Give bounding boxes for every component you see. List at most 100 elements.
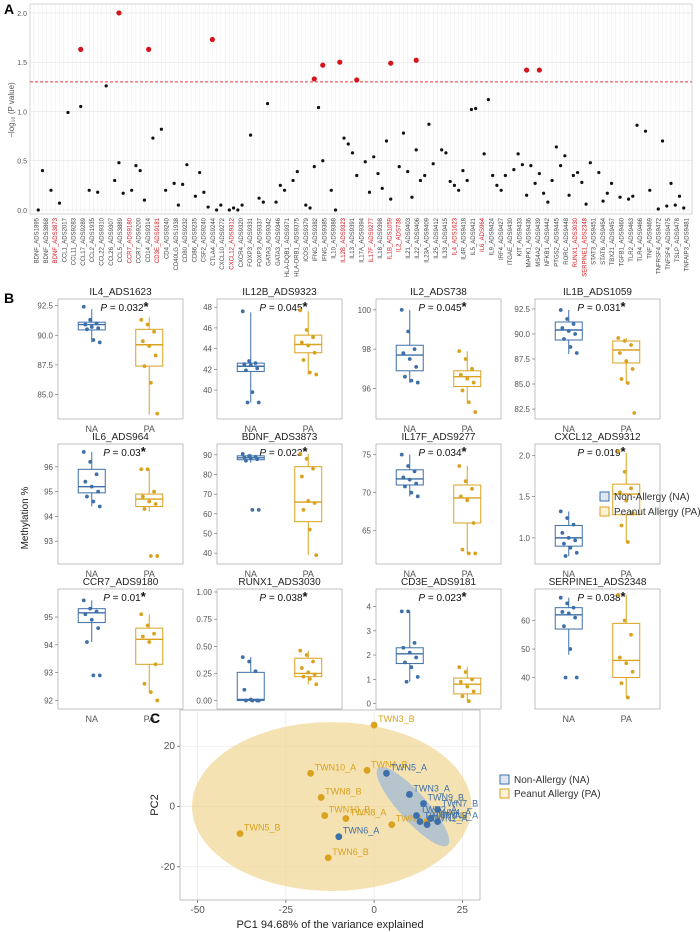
manhattan-point [499,188,503,192]
manhattan-point [219,203,223,207]
boxplot-frame [375,298,502,420]
manhattan-point [554,145,558,149]
manhattan-point [597,170,601,175]
manhattan-point [372,155,376,159]
boxplot-point-pa [155,411,160,416]
boxplot-y-tick-label: 2.0 [519,451,531,460]
boxplot-x-tick-label: NA [244,569,257,579]
manhattan-point [631,194,635,198]
boxplot-point-na [414,364,419,369]
boxplot-point-na [571,322,576,326]
manhattan-x-tick-label: TNFAIP3_ADS9481 [685,217,691,271]
boxplot-point-pa [312,501,317,505]
manhattan-point [512,168,516,172]
manhattan-y-tick-label: 0.0 [17,208,27,215]
boxplot-p-value: P = 0.038* [259,589,308,604]
manhattan-point [117,161,121,165]
boxplot-point-pa [617,655,622,660]
manhattan-point [185,163,189,167]
manhattan-point [423,173,427,178]
pca-point-na [383,769,390,777]
pca-legend-label-pa: Peanut Allergy (PA) [514,789,601,800]
boxplot-point-na [560,326,565,330]
manhattan-point [282,188,287,192]
boxplot-point-pa [616,449,621,454]
manhattan-point [495,183,499,187]
boxplot-point-pa [311,659,315,664]
boxplot-y-tick-label: 1.0 [519,534,531,543]
boxplot-point-pa [465,376,470,381]
manhattan-x-tick-label: CCL1_ADS2017 [62,217,68,262]
boxplot-point-na [85,640,89,644]
boxplot-title: CCR7_ADS9180 [83,577,159,588]
manhattan-x-tick-label: CD3E_ADS9181 [155,217,161,263]
boxplot-p-value: P = 0.031* [577,299,626,314]
manhattan-points [36,10,686,212]
manhattan-x-tick-label: TNFSF4_ADS9475 [666,217,672,269]
boxplot-point-pa [142,507,147,511]
pca-point-pa [388,821,396,829]
boxplot-p-value: P = 0.045* [418,299,467,314]
boxplot-point-na [571,522,576,527]
boxplot-box-pa [135,627,164,665]
boxplot-point-na [406,609,411,614]
manhattan-point [240,203,244,207]
boxplot-point-pa [473,551,478,556]
boxplot-frame [534,298,661,420]
manhattan-x-tick-label: ICOS_ADS9379 [304,217,310,261]
manhattan-point [49,188,53,192]
manhattan-point [40,168,45,173]
boxplot-point-pa [630,367,635,371]
boxplot-point-na [89,484,94,489]
boxplot-point-pa [463,479,468,484]
boxplot-point-pa [629,343,633,347]
boxplot-point-na [85,327,89,332]
manhattan-point [278,183,282,187]
manhattan-point [418,178,423,183]
boxplot-y-tick-label: 95 [44,613,53,622]
pca-point-label: TWN8_B [325,786,362,796]
manhattan-point [575,170,580,175]
boxplot-x-tick-label: NA [244,424,257,434]
manhattan-x-tick-label: CCL22_ADS9310 [100,217,106,265]
boxplot-point-pa [148,690,153,694]
manhattan-point [609,181,614,185]
manhattan-point [584,202,588,206]
boxplot-point-na [560,610,565,614]
boxplot-point-na [415,494,420,499]
boxplot-y-tick-label: 0.25 [196,669,212,678]
pca-point-pa [324,854,332,862]
boxplot-y-tick-label: 65 [362,527,371,536]
manhattan-x-tick-label: CD86_ADS9235 [192,217,198,262]
pca-point-pa [321,812,329,819]
manhattan-grid [33,4,689,214]
manhattan-point [618,195,622,199]
boxplot-point-na [244,458,248,463]
boxplot-point-pa [314,553,319,558]
manhattan-point [202,190,206,194]
pca-y-tick-label: -20 [161,862,176,873]
boxplot-point-na [91,499,96,504]
boxplot-point-pa [619,523,624,528]
manhattan-x-tick-label: KIT_ADS9433 [517,217,523,256]
boxplot-point-na [89,325,94,329]
manhattan-y-axis-label: −log₁₀ (P value) [7,82,16,138]
boxplot-point-na [571,605,576,610]
boxplot-point-pa [617,351,622,355]
boxplot-point-pa [460,388,465,393]
manhattan-x-tick-label: CD40LG_ADS1938 [174,217,180,270]
manhattan-x-tick-labels: BDNF_ADS1895 BDNF_ADS3868 BDNF_ADS3873 CCL1… [35,217,691,277]
pca-point-label: TWN4_A [435,808,472,818]
manhattan-point [206,205,210,209]
manhattan-point [130,188,134,192]
manhattan-x-tick-label: FOXP3_ADS9331 [248,217,254,266]
boxplot-point-na [568,345,573,349]
boxplot-point-na [240,309,245,314]
boxplot-point-pa [457,349,462,354]
boxplot-point-pa [304,653,309,657]
boxplot-point-na [94,472,99,477]
boxplot-point-pa [147,344,152,348]
boxplot-y-tick-label: 44 [203,345,212,354]
